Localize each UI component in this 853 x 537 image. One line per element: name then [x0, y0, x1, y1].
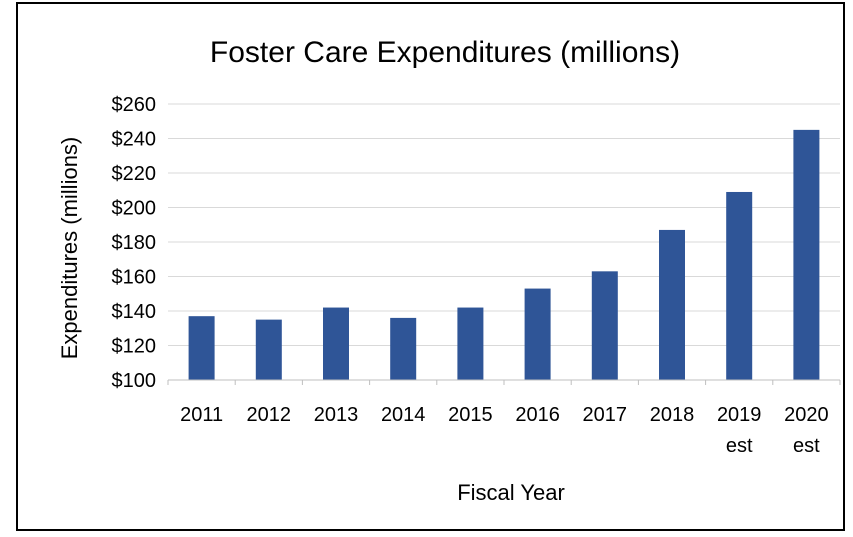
y-tick-label: $140	[112, 301, 157, 323]
x-tick-label: 2013	[314, 404, 359, 426]
x-tick-label: 2014	[381, 404, 426, 426]
y-tick-label: $200	[112, 198, 157, 220]
bar-2016	[524, 288, 551, 380]
x-tick-label: 2016	[515, 404, 560, 426]
chart-title: Foster Care Expenditures (millions)	[210, 36, 680, 69]
y-tick-label: $100	[112, 370, 157, 392]
bars	[188, 129, 820, 380]
bar-2012	[255, 319, 282, 380]
y-tick-label: $260	[112, 94, 157, 116]
bar-2019-est	[726, 191, 753, 380]
y-tick-label: $180	[112, 232, 157, 254]
bar-2017	[591, 271, 618, 380]
bar-2011	[188, 316, 215, 380]
x-tick-label: 2012	[247, 404, 292, 426]
bar-2014	[390, 317, 417, 380]
x-tick-label: 2017	[583, 404, 628, 426]
x-tick-label: 2011	[180, 404, 223, 426]
x-axis-title: Fiscal Year	[457, 480, 565, 505]
y-tick-label: $120	[112, 336, 157, 358]
x-tick-label: 2015	[448, 404, 493, 426]
bar-2013	[323, 307, 349, 380]
x-tick-label: 2019 est	[717, 404, 762, 457]
x-tick-label: 2020 est	[784, 404, 829, 457]
x-tick-label: 2018	[650, 404, 695, 426]
y-axis-ticks: $100 $120 $140 $160 $180 $200 $220 $240 $260	[112, 94, 157, 392]
bar-2015	[457, 307, 484, 380]
y-tick-label: $240	[112, 129, 157, 151]
y-axis-title: Expenditures (millions)	[57, 137, 82, 360]
chart-frame	[16, 2, 845, 531]
y-tick-label: $220	[112, 163, 157, 185]
bar-2018	[659, 229, 685, 380]
x-axis-ticks: 2011 2012 2013 2014 2015 2016 2017 2018 2019 est 2…	[167, 380, 841, 457]
y-tick-label: $160	[112, 267, 157, 289]
bar-2020-est	[793, 129, 820, 380]
